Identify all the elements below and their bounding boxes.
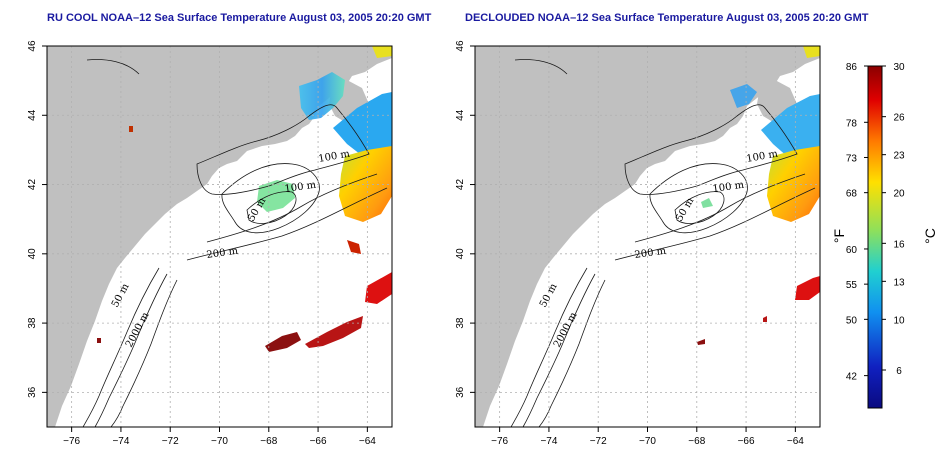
left-panel-title: RU COOL NOAA–12 Sea Surface Temperature …: [47, 12, 432, 24]
sst-overlay: [97, 46, 392, 352]
contour-label: 100 m: [712, 180, 745, 195]
right-panel-title: DECLOUDED NOAA–12 Sea Surface Temperatur…: [465, 12, 869, 24]
bathymetry-contours: [510, 59, 816, 428]
bathymetry-contours: [82, 59, 388, 428]
x-tick-label: −70: [211, 436, 228, 447]
x-tick-label: −76: [63, 436, 80, 447]
celsius-tick-label: 13: [893, 277, 905, 288]
y-tick-label: 44: [27, 109, 38, 121]
y-tick-label: 42: [27, 179, 38, 191]
contour-label: 100 m: [284, 180, 317, 195]
map-axes: −76 −74 −72 −70 −68 −66 −64 36 38 40 42 44 46: [27, 40, 376, 447]
celsius-tick-label: 6: [896, 366, 902, 377]
celsius-tick-label: 16: [893, 239, 905, 250]
sst-overlay: [697, 46, 820, 345]
celsius-tick-label: 10: [893, 315, 905, 326]
y-tick-label: 46: [27, 40, 38, 52]
fahrenheit-tick-label: 42: [846, 372, 858, 383]
fahrenheit-tick-label: 55: [846, 280, 858, 291]
x-tick-label: −66: [738, 436, 755, 447]
lat-lon-grid: [475, 45, 820, 427]
x-tick-label: −72: [162, 436, 179, 447]
lat-lon-grid: [47, 45, 392, 427]
y-tick-label: 42: [455, 179, 466, 191]
fahrenheit-tick-label: 50: [846, 315, 858, 326]
y-tick-label: 40: [27, 248, 38, 260]
y-tick-label: 36: [27, 386, 38, 398]
x-tick-label: −68: [260, 436, 277, 447]
fahrenheit-ticks: 86 78 73 68 60 55 50 42: [846, 62, 868, 383]
y-tick-label: 36: [455, 386, 466, 398]
map-axes: −76 −74 −72 −70 −68 −66 −64 36 38 40 42 44 46: [455, 40, 804, 447]
x-tick-label: −70: [639, 436, 656, 447]
celsius-tick-label: 20: [893, 189, 905, 200]
celsius-tick-label: 26: [893, 113, 905, 124]
fahrenheit-tick-label: 68: [846, 189, 858, 200]
x-tick-label: −64: [359, 436, 376, 447]
celsius-tick-label: 30: [893, 62, 905, 73]
fahrenheit-unit-label: °F: [831, 229, 847, 243]
celsius-ticks: 30 26 23 20 16 13 10 6: [882, 62, 905, 377]
fahrenheit-tick-label: 78: [846, 118, 858, 129]
fahrenheit-tick-label: 60: [846, 245, 858, 256]
temperature-colorbar: 86 78 73 68 60 55 50 42 30 26 23 20 16 13 10 6 °F °C: [831, 62, 938, 409]
y-tick-label: 46: [455, 40, 466, 52]
fahrenheit-tick-label: 86: [846, 62, 858, 73]
x-tick-label: −68: [688, 436, 705, 447]
y-tick-label: 44: [455, 109, 466, 121]
y-tick-label: 40: [455, 248, 466, 260]
x-tick-label: −72: [590, 436, 607, 447]
y-tick-label: 38: [27, 317, 38, 329]
fahrenheit-tick-label: 73: [846, 153, 858, 164]
x-tick-label: −76: [491, 436, 508, 447]
contour-label: 200 m: [206, 246, 239, 261]
x-tick-label: −66: [310, 436, 327, 447]
x-tick-label: −74: [540, 436, 557, 447]
celsius-unit-label: °C: [922, 228, 938, 244]
contour-label: 200 m: [634, 246, 667, 261]
x-tick-label: −64: [787, 436, 804, 447]
celsius-tick-label: 23: [893, 151, 905, 162]
x-tick-label: −74: [112, 436, 129, 447]
colorbar-ramp: [867, 65, 883, 409]
y-tick-label: 38: [455, 317, 466, 329]
